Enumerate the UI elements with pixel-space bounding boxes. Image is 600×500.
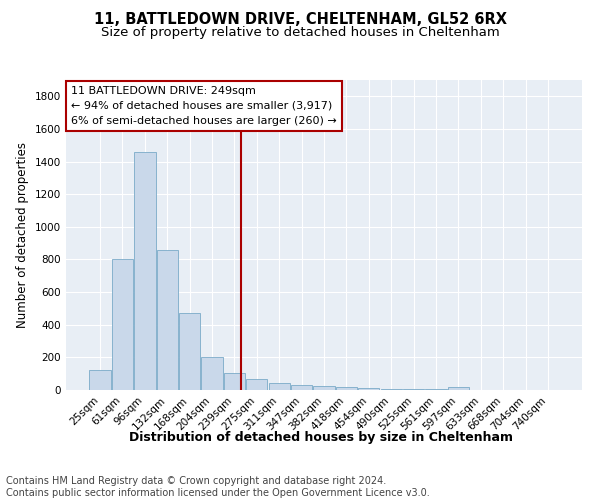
Bar [89,370,111,390]
Bar [134,152,155,390]
Bar [403,389,424,390]
Bar [336,386,357,390]
Bar [202,358,223,390]
Bar [246,378,268,390]
Bar [112,260,133,390]
Bar [313,386,335,390]
Bar [179,314,200,390]
Bar [291,385,312,390]
Text: Distribution of detached houses by size in Cheltenham: Distribution of detached houses by size … [129,431,513,444]
Text: Size of property relative to detached houses in Cheltenham: Size of property relative to detached ho… [101,26,499,39]
Bar [448,387,469,390]
Text: 11 BATTLEDOWN DRIVE: 249sqm
← 94% of detached houses are smaller (3,917)
6% of s: 11 BATTLEDOWN DRIVE: 249sqm ← 94% of det… [71,86,337,126]
Bar [380,389,402,390]
Bar [358,388,379,390]
Bar [157,250,178,390]
Bar [269,382,290,390]
Text: 11, BATTLEDOWN DRIVE, CHELTENHAM, GL52 6RX: 11, BATTLEDOWN DRIVE, CHELTENHAM, GL52 6… [94,12,506,28]
Bar [224,373,245,390]
Text: Contains HM Land Registry data © Crown copyright and database right 2024.
Contai: Contains HM Land Registry data © Crown c… [6,476,430,498]
Y-axis label: Number of detached properties: Number of detached properties [16,142,29,328]
Bar [425,389,446,390]
